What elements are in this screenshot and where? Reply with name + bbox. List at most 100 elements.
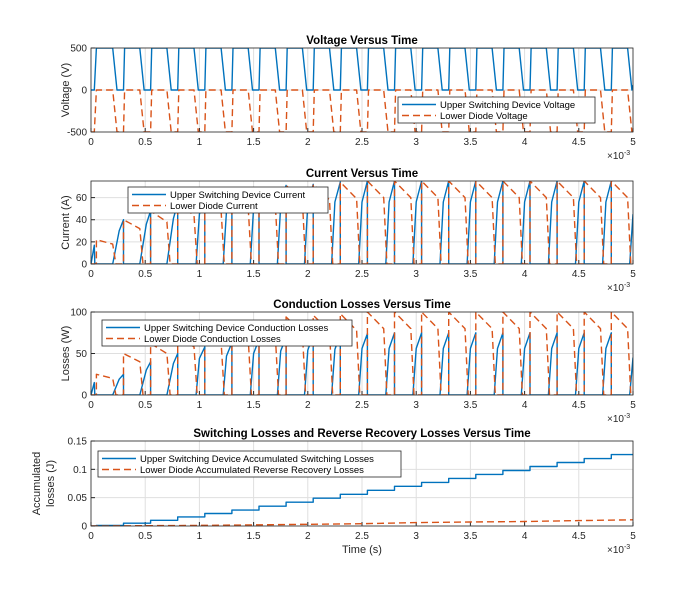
x-tick-label: 1.5 [247,137,261,148]
x-tick-label: 4 [522,531,528,542]
x-tick-label: 4.5 [572,137,586,148]
axes-box [90,47,634,133]
x-tick-label: 3.5 [463,400,477,411]
y-axis-label-line2: losses (J) [45,460,57,507]
x-tick-label: 1 [197,269,203,280]
series-line-upper-device [91,332,633,395]
series-line-lower-diode [91,181,633,264]
x-axis-label: Time (s) [342,544,382,556]
y-tick-label: 500 [70,44,87,55]
x-tick-label: 0.5 [138,531,152,542]
x-tick-label: 1.5 [247,531,261,542]
x-exponent-label: ×10-3 [607,413,630,425]
x-tick-label: 2 [305,400,311,411]
x-tick-label: 5 [630,137,636,148]
chart-title: Current Versus Time [306,168,418,180]
y-axis-label: Current (A) [60,195,72,249]
x-tick-label: 3 [413,269,419,280]
y-tick-label: 20 [76,237,88,248]
x-exponent-label: ×10-3 [607,150,630,162]
x-tick-label: 1 [197,137,203,148]
y-tick-label: 100 [70,308,87,319]
x-tick-label: 5 [630,531,636,542]
x-tick-label: 4 [522,137,528,148]
x-tick-label: 0 [88,269,94,280]
y-tick-label: 40 [76,215,88,226]
x-tick-label: 1 [197,400,203,411]
legend: Upper Switching Device Accumulated Switc… [97,450,402,478]
y-tick-label: -500 [67,128,87,139]
x-exponent-power: -3 [624,544,630,551]
series-line-lower-diode [91,519,633,526]
legend-entry: Lower Diode Current [170,201,258,212]
x-tick-label: 3.5 [463,269,477,280]
chart-title: Conduction Losses Versus Time [273,299,450,311]
series-line-upper-device [91,453,633,526]
y-axis-label: Losses (W) [60,326,72,382]
x-tick-label: 2.5 [355,531,369,542]
legend: Upper Switching Device Conduction Losses… [101,319,353,347]
x-exponent-power: -3 [624,150,630,157]
x-tick-label: 3 [413,531,419,542]
legend-entry: Upper Switching Device Current [170,190,306,201]
legend-box [397,96,596,124]
x-tick-label: 2 [305,531,311,542]
x-tick-label: 0 [88,531,94,542]
x-tick-label: 0 [88,400,94,411]
x-exponent-label: ×10-3 [607,282,630,294]
y-axis-label: Accumulated [31,452,43,516]
x-exponent-power: -3 [624,282,630,289]
x-tick-label: 1.5 [247,269,261,280]
x-exponent-label: ×10-3 [607,544,630,556]
legend-entry: Upper Switching Device Conduction Losses [144,323,329,334]
y-tick-label: 0.15 [68,437,88,448]
y-tick-label: 0 [81,391,87,402]
x-exponent-base: ×10 [607,545,624,556]
series-line-upper-device [91,48,633,91]
x-tick-label: 2 [305,137,311,148]
subplot-2: 0 0.5 1 1.5 2 2.5 3 3.5 4 4.5 5 0 20 40 60 Current Vers… [60,168,636,294]
x-tick-label: 2.5 [355,269,369,280]
x-tick-label: 4 [522,400,528,411]
subplot-4: 0 0.5 1 1.5 2 2.5 3 3.5 4 4.5 5 0 0.05 0.1 0.15 Switchi… [31,428,636,556]
x-exponent-base: ×10 [607,151,624,162]
x-tick-label: 0 [88,137,94,148]
x-tick-label: 4 [522,269,528,280]
axes-box [90,180,634,265]
x-tick-label: 0.5 [138,269,152,280]
legend-entry: Lower Diode Accumulated Reverse Recovery… [140,465,364,476]
x-tick-label: 5 [630,400,636,411]
x-tick-label: 2.5 [355,400,369,411]
x-tick-label: 2.5 [355,137,369,148]
y-tick-label: 0.1 [73,465,87,476]
y-axis-label: Voltage (V) [60,63,72,117]
y-tick-label: 60 [76,193,88,204]
axes-box [90,311,634,396]
x-tick-label: 1 [197,531,203,542]
legend-box [101,319,353,347]
series-line-lower-diode [91,312,633,395]
chart-title: Switching Losses and Reverse Recovery Lo… [193,428,530,440]
x-tick-label: 4.5 [572,269,586,280]
y-tick-label: 0 [81,260,87,271]
x-exponent-base: ×10 [607,283,624,294]
x-tick-label: 4.5 [572,531,586,542]
x-tick-label: 3 [413,137,419,148]
y-tick-label: 0 [81,522,87,533]
x-tick-label: 3.5 [463,531,477,542]
chart-title: Voltage Versus Time [306,35,417,47]
x-tick-label: 1.5 [247,400,261,411]
legend-entry: Lower Diode Conduction Losses [144,334,281,345]
legend-entry: Upper Switching Device Accumulated Switc… [140,454,374,465]
x-exponent-base: ×10 [607,414,624,425]
x-tick-label: 0.5 [138,400,152,411]
axes-box [90,440,634,527]
y-tick-label: 0 [81,86,87,97]
legend-box [127,186,329,214]
x-exponent-power: -3 [624,413,630,420]
